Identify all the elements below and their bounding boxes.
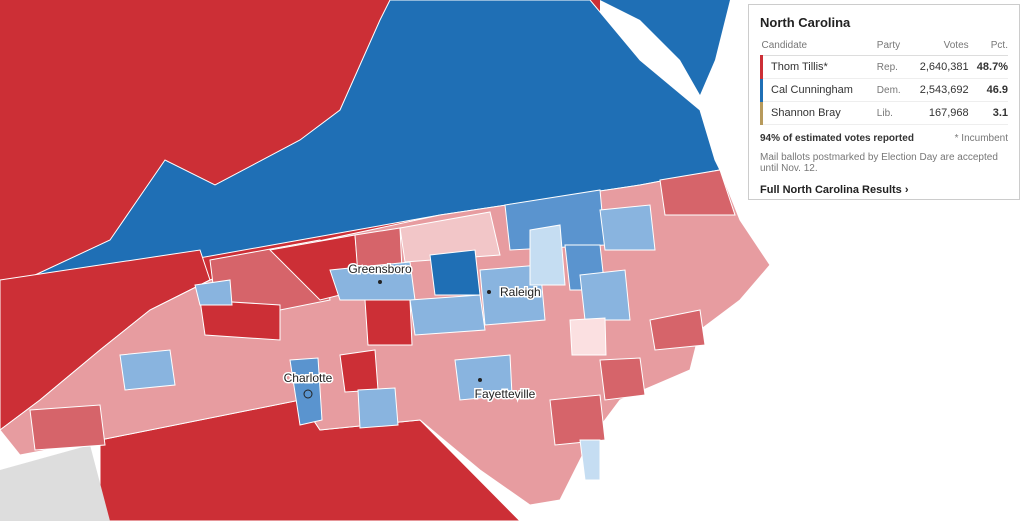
- candidate-row: Cal Cunningham Dem. 2,543,692 46.9: [759, 78, 1008, 102]
- pct: 48.7%: [968, 55, 1008, 79]
- pct: 46.9: [968, 78, 1008, 102]
- county: [357, 387, 399, 429]
- header-row: Candidate Party Votes Pct.: [761, 40, 1008, 56]
- party: Rep.: [876, 55, 907, 79]
- county: [599, 204, 656, 251]
- county: [549, 394, 606, 446]
- pct: 3.1: [968, 101, 1008, 125]
- candidate-row: Thom Tillis* Rep. 2,640,381 48.7%: [759, 55, 1008, 79]
- column-header: Candidate: [761, 40, 877, 56]
- reported-line: 94% of estimated votes reported * Incumb…: [760, 133, 1008, 144]
- column-header: Party: [876, 40, 907, 56]
- county: [579, 269, 631, 321]
- votes: 2,543,692: [906, 78, 969, 102]
- county: [409, 294, 486, 336]
- results-link[interactable]: Full North Carolina Results ›: [760, 184, 909, 196]
- county: [599, 357, 646, 401]
- city-dot: [378, 280, 382, 284]
- county: [339, 349, 379, 393]
- city-dot: [487, 290, 491, 294]
- maryland-delmarva: [600, 0, 730, 95]
- incumbent-note: * Incumbent: [954, 133, 1008, 144]
- county: [659, 169, 736, 216]
- candidate-row: Shannon Bray Lib. 167,968 3.1: [759, 101, 1008, 125]
- county: [579, 439, 601, 481]
- candidate: Shannon Bray: [759, 101, 877, 125]
- county: [479, 264, 546, 326]
- column-header: Votes: [906, 40, 969, 56]
- city-label: Raleigh: [500, 285, 541, 299]
- county: [199, 299, 281, 341]
- candidate: Thom Tillis*: [759, 55, 877, 79]
- party: Dem.: [876, 78, 907, 102]
- city-dot: [478, 378, 482, 382]
- note: Mail ballots postmarked by Election Day …: [760, 152, 998, 174]
- reported: 94% of estimated votes reported: [760, 133, 914, 144]
- georgia: [0, 445, 110, 521]
- county: [194, 279, 233, 306]
- county: [364, 299, 413, 346]
- counties: [29, 169, 736, 481]
- county: [569, 317, 607, 356]
- votes: 2,640,381: [906, 55, 969, 79]
- column-header: Pct.: [968, 40, 1008, 56]
- results-box: North Carolina Candidate Party Votes Pct…: [748, 4, 1020, 200]
- city-label: Charlotte: [284, 371, 333, 385]
- virginia: [34, 0, 721, 276]
- county: [289, 357, 323, 426]
- candidate: Cal Cunningham: [759, 78, 877, 102]
- county: [119, 349, 176, 391]
- city-label: Greensboro: [348, 262, 412, 276]
- city-dot: [303, 389, 313, 399]
- county: [29, 404, 106, 451]
- county: [429, 249, 481, 296]
- city-label: Fayetteville: [475, 387, 536, 401]
- votes: 167,968: [906, 101, 969, 125]
- county: [454, 354, 513, 401]
- party: Lib.: [876, 101, 907, 125]
- results-table: Candidate Party Votes Pct. Thom Tillis* …: [759, 40, 1008, 125]
- results-title: North Carolina: [760, 15, 851, 30]
- county: [529, 224, 566, 286]
- county: [649, 309, 706, 351]
